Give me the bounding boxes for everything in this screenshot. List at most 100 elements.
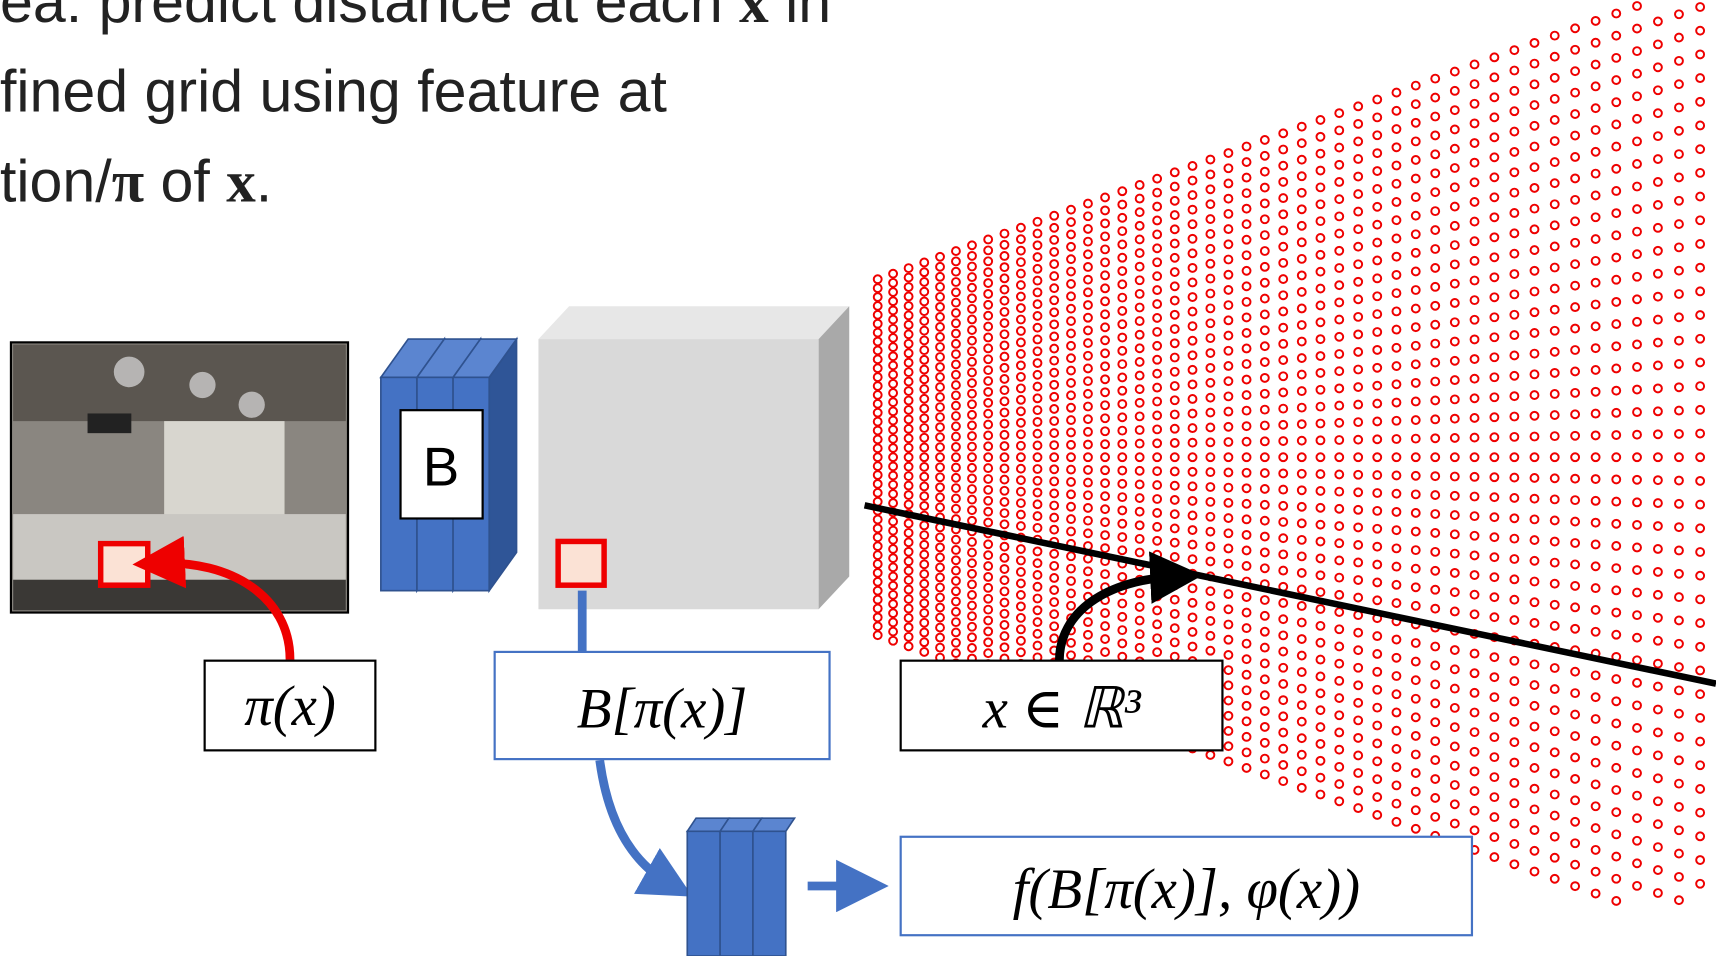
grid-point (1471, 80, 1479, 88)
grid-point (1224, 605, 1232, 613)
grid-point (936, 604, 944, 612)
grid-point (1206, 438, 1214, 446)
grid-point (1067, 404, 1075, 412)
grid-point (952, 288, 960, 296)
grid-point (1531, 412, 1539, 420)
grid-point (1136, 290, 1144, 298)
grid-point (1317, 420, 1325, 428)
grid-point (1279, 680, 1287, 688)
heading-text: . (256, 148, 272, 214)
grid-point (1490, 473, 1498, 481)
grid-point (889, 398, 897, 406)
grid-point (1373, 578, 1381, 586)
grid-point (1471, 296, 1479, 304)
grid-point (1317, 723, 1325, 731)
grid-point (1531, 267, 1539, 275)
grid-point (1317, 639, 1325, 647)
grid-point (1243, 282, 1251, 290)
grid-point (1592, 562, 1600, 570)
grid-point (1471, 178, 1479, 186)
grid-point (1696, 524, 1704, 532)
grid-point (1317, 285, 1325, 293)
grid-point (1551, 833, 1559, 841)
grid-point (1471, 453, 1479, 461)
grid-point (1243, 267, 1251, 275)
grid-point (936, 453, 944, 461)
grid-point (1017, 327, 1025, 335)
grid-point (1001, 621, 1009, 629)
grid-point (1471, 198, 1479, 206)
grid-point (1696, 27, 1704, 35)
grid-point (936, 303, 944, 311)
grid-point (968, 612, 976, 620)
grid-point (920, 502, 928, 510)
grid-point (1317, 791, 1325, 799)
grid-point (1571, 861, 1579, 869)
grid-point (968, 411, 976, 419)
grid-point (936, 634, 944, 642)
grid-point (984, 377, 992, 385)
grid-point (1373, 400, 1381, 408)
grid-point (1412, 658, 1420, 666)
grid-point (1510, 799, 1518, 807)
grid-point (1531, 660, 1539, 668)
grid-point (1696, 406, 1704, 414)
grid-point (905, 349, 913, 357)
grid-point (984, 627, 992, 635)
grid-point (905, 359, 913, 367)
grid-point (1034, 559, 1042, 567)
grid-point (1153, 634, 1161, 642)
grid-point (1696, 548, 1704, 556)
grid-point (1153, 453, 1161, 461)
grid-point (1654, 729, 1662, 737)
grid-point (905, 501, 913, 509)
grid-point (1451, 820, 1459, 828)
grid-point (1279, 227, 1287, 235)
grid-point (1412, 212, 1420, 220)
grid-point (1510, 474, 1518, 482)
grid-point (1171, 268, 1179, 276)
grid-point (1696, 122, 1704, 130)
grid-point (1243, 360, 1251, 368)
grid-point (1034, 595, 1042, 603)
grid-point (1451, 395, 1459, 403)
grid-point (920, 551, 928, 559)
grid-point (1224, 180, 1232, 188)
grid-point (1431, 699, 1439, 707)
grid-point (1050, 465, 1058, 473)
grid-point (1612, 808, 1620, 816)
grid-point (1206, 170, 1214, 178)
grid-point (1335, 247, 1343, 255)
grid-point (1675, 383, 1683, 391)
grid-point (1633, 295, 1641, 303)
grid-point (1050, 634, 1058, 642)
grid-point (1317, 251, 1325, 259)
grid-point (1571, 303, 1579, 311)
grid-point (1298, 784, 1306, 792)
grid-point (874, 613, 882, 621)
grid-point (1531, 453, 1539, 461)
grid-point (1017, 350, 1025, 358)
grid-point (1067, 243, 1075, 251)
grid-point (1696, 738, 1704, 746)
grid-point (920, 541, 928, 549)
grid-point (1101, 466, 1109, 474)
heading-symbol: π (112, 148, 144, 214)
grid-point (1373, 203, 1381, 211)
grid-point (1243, 422, 1251, 430)
grid-point (1354, 366, 1362, 374)
grid-point (1279, 437, 1287, 445)
grid-point (1412, 379, 1420, 387)
grid-point (1373, 561, 1381, 569)
grid-point (1050, 514, 1058, 522)
grid-point (920, 531, 928, 539)
grid-point (1136, 372, 1144, 380)
grid-point (1171, 439, 1179, 447)
grid-point (1373, 96, 1381, 104)
grid-point (1001, 543, 1009, 551)
grid-point (920, 482, 928, 490)
grid-point (905, 274, 913, 282)
grid-point (1354, 769, 1362, 777)
grid-point (952, 608, 960, 616)
feature-label: B[π(x)] (577, 677, 748, 740)
